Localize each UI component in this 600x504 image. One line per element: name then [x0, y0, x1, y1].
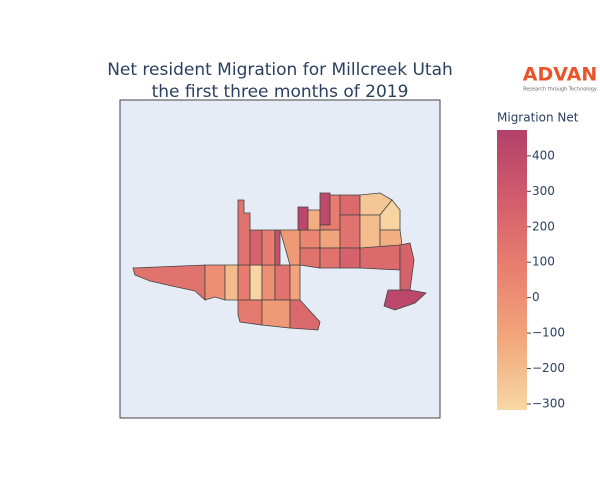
region	[299, 229, 321, 249]
region	[297, 206, 309, 231]
colorbar-ticks: −300 −200 −100 0 100 200 300 400	[527, 148, 565, 410]
logo: ADVAN	[523, 64, 598, 86]
region	[399, 242, 415, 291]
region	[339, 214, 361, 249]
region	[249, 264, 263, 301]
colorbar-tick-label: −200	[532, 361, 565, 375]
colorbar-tick-label: 400	[532, 148, 555, 162]
region	[237, 299, 263, 326]
region	[289, 264, 301, 301]
title-line: Net resident Migration for Millcreek Uta…	[107, 60, 453, 80]
region	[339, 194, 361, 216]
region	[261, 299, 291, 329]
colorbar-tick-label: 300	[532, 184, 555, 198]
logo-tagline: Research through Technology	[523, 87, 597, 93]
region	[274, 229, 281, 266]
region	[237, 264, 251, 301]
region	[319, 192, 331, 226]
region	[224, 264, 239, 301]
region	[261, 229, 276, 266]
colorbar-tick-label: 200	[532, 219, 555, 233]
region	[249, 229, 263, 266]
region	[289, 299, 321, 331]
region	[237, 199, 251, 266]
colorbar-tick-label: 100	[532, 255, 555, 269]
region	[319, 229, 341, 249]
region	[299, 247, 321, 269]
title-line: the first three months of 2019	[152, 82, 409, 102]
colorbar-tick-label: 0	[532, 290, 540, 304]
colorbar	[497, 130, 527, 410]
colorbar-title: Migration Net	[497, 111, 579, 125]
regions	[132, 192, 427, 331]
region	[359, 214, 381, 249]
region	[274, 264, 291, 301]
region	[339, 247, 361, 269]
region	[261, 264, 276, 301]
region	[359, 244, 401, 271]
region	[383, 289, 427, 311]
region	[307, 209, 321, 231]
colorbar-tick-label: −100	[532, 326, 565, 340]
region	[204, 264, 226, 301]
region	[319, 247, 341, 269]
colorbar-tick-label: −300	[532, 396, 565, 410]
